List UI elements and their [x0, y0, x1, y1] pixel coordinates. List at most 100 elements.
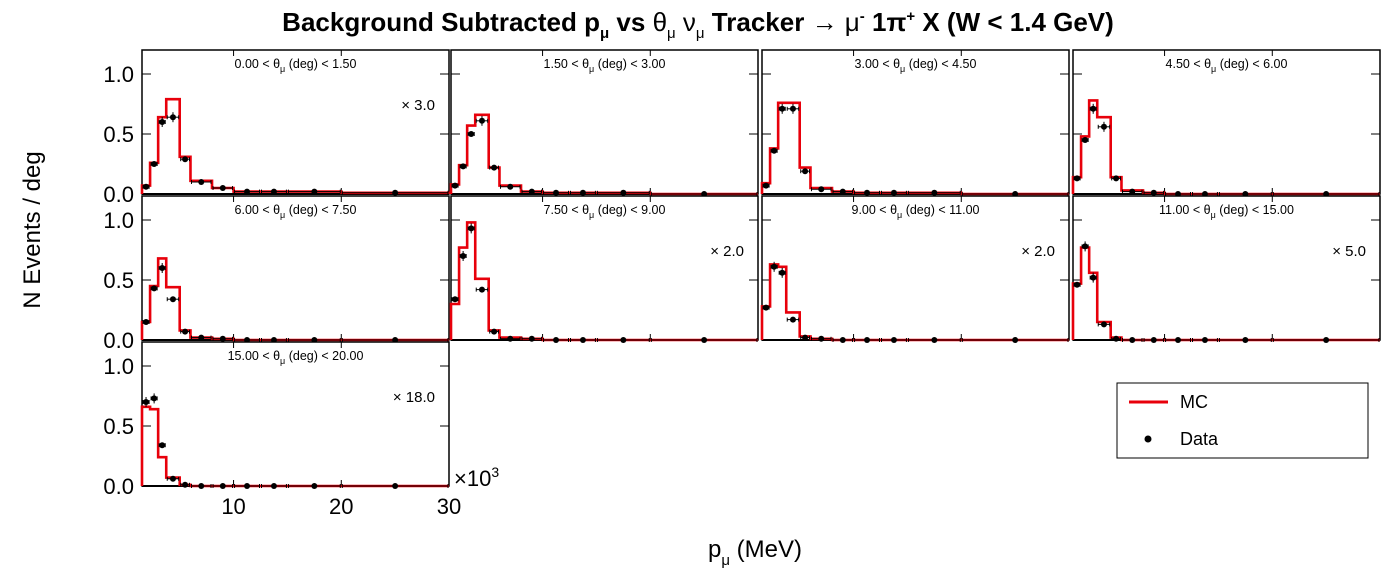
panel-8: 11.00 < θμ (deg) < 15.00 × 5.0 — [1071, 195, 1381, 343]
title-part-mu: μ — [838, 7, 860, 37]
panel-frame — [141, 195, 450, 341]
data-point — [1323, 337, 1330, 343]
panel-frame — [1072, 49, 1381, 195]
data-point — [198, 483, 205, 489]
data-point — [818, 186, 825, 193]
data-point — [1012, 337, 1019, 343]
data-point — [460, 253, 467, 259]
title-part-vs: vs — [609, 7, 652, 37]
panel-label-post: (deg) < 1.50 — [285, 57, 356, 71]
data-point — [311, 188, 318, 195]
panel-label: 11.00 < θμ (deg) < 15.00 — [1159, 203, 1294, 220]
panel-5: 0.0 0.5 1.0 6.00 < θμ (deg) < 7.50 — [103, 195, 450, 353]
data-point — [507, 335, 514, 342]
x-tick-label: 30 — [437, 494, 461, 519]
data-point — [1082, 137, 1089, 143]
data-point — [1100, 123, 1107, 130]
x-exponent-label: ×103 — [454, 464, 499, 491]
panel-7: 9.00 < θμ (deg) < 11.00 × 2.0 — [760, 195, 1070, 343]
panel-label: 9.00 < θμ (deg) < 11.00 — [852, 203, 980, 220]
panel-label-pre: 4.50 < θ — [1166, 57, 1212, 71]
data-point — [143, 399, 150, 405]
data-point — [553, 189, 560, 196]
panel-label-post: (deg) < 11.00 — [902, 203, 979, 217]
title-part-nu: ν — [683, 7, 696, 37]
panel-label-sub: μ — [589, 210, 594, 220]
data-point — [818, 335, 825, 342]
legend-mc-label: MC — [1180, 392, 1208, 412]
data-point — [244, 483, 251, 489]
x-tick-label: 20 — [329, 494, 353, 519]
data-point — [270, 483, 277, 489]
title-sup-mu: - — [860, 8, 865, 25]
data-point — [839, 188, 846, 195]
panel-frame — [1072, 195, 1381, 341]
data-point — [169, 114, 176, 121]
data-point — [151, 395, 158, 402]
data-point — [219, 185, 226, 191]
data-point — [789, 316, 796, 323]
legend-data-label: Data — [1180, 429, 1219, 449]
panel-label-post: (deg) < 6.00 — [1216, 57, 1287, 71]
panel-label-pre: 9.00 < θ — [852, 203, 898, 217]
panel-label: 3.00 < θμ (deg) < 4.50 — [855, 57, 977, 74]
y-tick-label: 1.0 — [103, 62, 134, 87]
data-point — [478, 117, 485, 124]
legend: MC Data — [1116, 382, 1369, 459]
panel-frame — [450, 195, 759, 341]
title-sup-pi: + — [906, 8, 915, 25]
panel-1: 0.0 0.5 1.0 0.00 < θμ (deg) < 1.50 × 3.0 — [103, 49, 451, 207]
data-point — [244, 188, 251, 195]
panel-frame — [761, 49, 1070, 195]
data-point — [890, 337, 897, 343]
panel-label-post: (deg) < 20.00 — [285, 349, 363, 363]
data-point — [460, 163, 467, 170]
panel-scale-factor: × 2.0 — [710, 243, 744, 260]
data-point — [1090, 105, 1097, 112]
legend-box — [1116, 382, 1369, 459]
data-point — [468, 131, 475, 137]
title-part-pi: 1π — [865, 7, 907, 37]
data-point — [198, 179, 205, 185]
panel-label-sub: μ — [280, 210, 285, 220]
data-point — [802, 168, 809, 175]
data-point — [579, 337, 586, 343]
panel-label-post: (deg) < 7.50 — [285, 203, 356, 217]
panel-frame — [141, 49, 450, 195]
data-point — [151, 161, 158, 167]
x-exponent-base: ×10 — [454, 466, 491, 491]
panel-label-sub: μ — [280, 64, 285, 74]
data-point — [452, 296, 459, 303]
data-point — [1090, 274, 1097, 281]
y-tick-label: 0.0 — [103, 182, 134, 207]
panel-scale-factor: × 2.0 — [1021, 243, 1055, 260]
data-point — [219, 483, 226, 489]
panel-frame — [141, 341, 450, 487]
panel-label-pre: 3.00 < θ — [855, 57, 901, 71]
panel-label-post: (deg) < 4.50 — [905, 57, 976, 71]
data-point — [1201, 337, 1208, 343]
data-point — [620, 337, 627, 343]
data-point — [1113, 175, 1120, 182]
panel-scale-factor: × 5.0 — [1332, 243, 1366, 260]
data-point — [864, 337, 871, 343]
figure-title: Background Subtracted pμ vs θμ νμ Tracke… — [282, 7, 1114, 42]
panel-label-post: (deg) < 15.00 — [1216, 203, 1294, 217]
data-point — [182, 328, 189, 335]
data-point — [890, 189, 897, 196]
y-tick-label: 0.5 — [103, 414, 134, 439]
data-point — [1242, 337, 1249, 343]
data-point — [270, 188, 277, 195]
panel-scale-factor: × 3.0 — [401, 97, 435, 114]
panel-label-sub: μ — [1211, 210, 1216, 220]
title-sub-nu: μ — [696, 25, 705, 42]
panel-frame — [761, 195, 1070, 341]
data-point — [392, 189, 399, 196]
data-point — [182, 156, 189, 163]
panel-label: 7.50 < θμ (deg) < 9.00 — [544, 203, 666, 220]
data-point — [1129, 337, 1136, 343]
data-point — [169, 475, 176, 482]
mc-histogram — [760, 263, 1069, 342]
title-part-tracker: Tracker — [705, 7, 812, 37]
